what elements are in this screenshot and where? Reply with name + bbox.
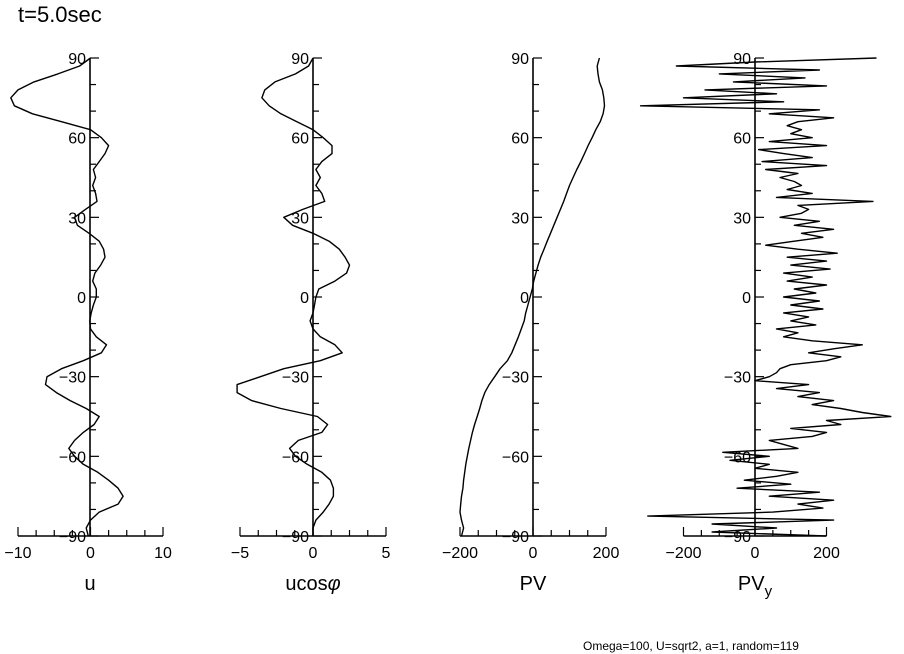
y-tick-label: 30 [733,210,751,227]
y-tick-label: −90 [59,529,86,546]
x-tick-label: −200 [665,545,701,562]
y-tick-label: 30 [291,210,309,227]
series-line [459,57,606,537]
y-tick-label: 0 [742,290,751,307]
x-tick-label: 10 [154,545,172,562]
panel-pv: 90 60 30 0 −30 −60 −90 −200 0 200 PV [442,51,619,595]
x-tick-label: 5 [382,545,391,562]
y-tick-label: 60 [733,131,751,148]
x-tick-label: 0 [751,545,760,562]
x-axis-title-text: PV [520,573,547,595]
x-axis-title-text: u [84,573,95,595]
y-tick-label: −90 [282,529,309,546]
y-tick-label: 30 [511,210,529,227]
y-tick-label: −30 [59,370,86,387]
series-line [10,57,124,537]
x-axis-title: ucosφ [285,573,340,595]
x-tick-label: 0 [309,545,318,562]
y-tick-label: 60 [291,131,309,148]
y-tick-label: 60 [68,131,86,148]
x-tick-label: −10 [4,545,31,562]
x-axis-title-subscript: y [765,583,773,600]
y-tick-label: −90 [502,529,529,546]
x-tick-label: 200 [813,545,840,562]
x-axis-title: PVy [738,573,773,600]
series-line [639,57,892,537]
y-tick-label: 90 [511,51,529,68]
x-axis-title: PV [520,573,547,595]
y-tick-label: −30 [502,370,529,387]
y-tick-label: 90 [68,51,86,68]
y-tick-label: 0 [300,290,309,307]
y-tick-label: 0 [520,290,529,307]
y-tick-label: −30 [282,370,309,387]
series-line [236,57,351,536]
panel-ucos: 90 60 30 0 −30 −60 −90 −5 0 5 ucosφ [231,51,391,595]
panel-u: 90 60 30 0 −30 −60 −90 −10 0 10 u [4,51,172,595]
x-tick-label: 0 [529,545,538,562]
x-tick-label: −200 [442,545,478,562]
x-tick-label: 0 [86,545,95,562]
y-tick-label: 90 [733,51,751,68]
y-tick-label: 30 [68,210,86,227]
x-tick-label: 200 [593,545,620,562]
y-tick-label: −60 [59,449,86,466]
y-tick-label: −60 [282,449,309,466]
y-tick-label: 90 [291,51,309,68]
x-tick-label: −5 [231,545,249,562]
x-axis-title-text: ucos [285,573,327,595]
x-axis-title: u [84,573,95,595]
y-tick-label: −30 [724,370,751,387]
x-axis-title-phi: φ [328,573,341,595]
y-tick-label: −60 [502,449,529,466]
x-axis-title-text: PV [738,573,765,595]
time-label: t=5.0sec [18,2,102,27]
y-tick-label: 60 [511,131,529,148]
footer-params: Omega=100, U=sqrt2, a=1, random=119 [583,639,799,653]
y-tick-label: 0 [77,290,86,307]
